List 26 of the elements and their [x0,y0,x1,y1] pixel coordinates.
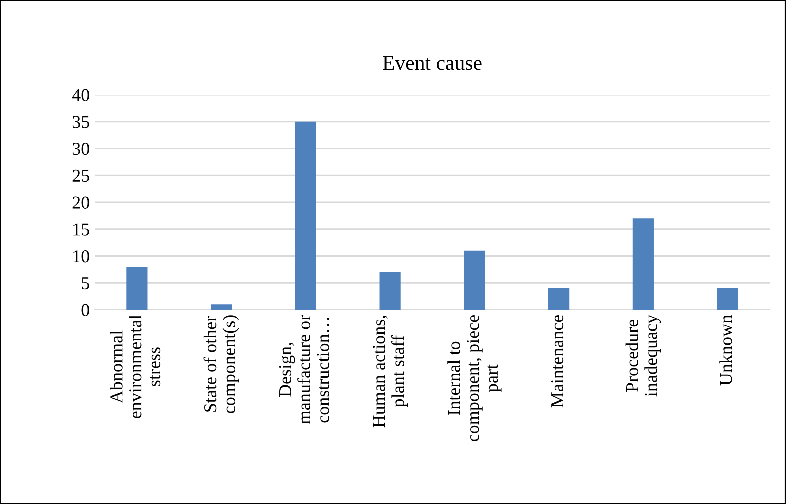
y-tick-label: 15 [74,224,90,236]
x-tick-label: Abnormal environmental stress [110,315,161,418]
x-tick-label: Maintenance [551,315,564,408]
bar [717,288,738,310]
y-tick-label: 20 [72,196,90,209]
bar [380,272,401,310]
bar [464,250,486,310]
x-tick-label: Procedure inadequacy [626,314,662,397]
y-tick-label: 35 [72,116,90,128]
x-tick-label: Design, manufacture or construction… [279,315,330,424]
x-tick-label: State of other component(s) [204,316,240,414]
y-tick-label: 10 [74,250,90,263]
y-tick-label: 40 [72,89,90,102]
y-tick-label: 30 [72,143,90,156]
bar [211,304,232,310]
chart-title: Event cause [383,56,482,70]
bar [548,288,570,310]
y-tick-label: 0 [82,304,90,316]
y-tick-label: 25 [72,170,90,182]
y-tick-label: 5 [82,278,90,290]
bar [632,218,654,310]
x-tick-label: Human actions, plant staff [373,316,408,428]
x-tick-label: Unknown [720,315,732,386]
bar [126,267,148,310]
x-tick-label: Internal to component, piece part [448,315,502,442]
bar [295,122,316,310]
